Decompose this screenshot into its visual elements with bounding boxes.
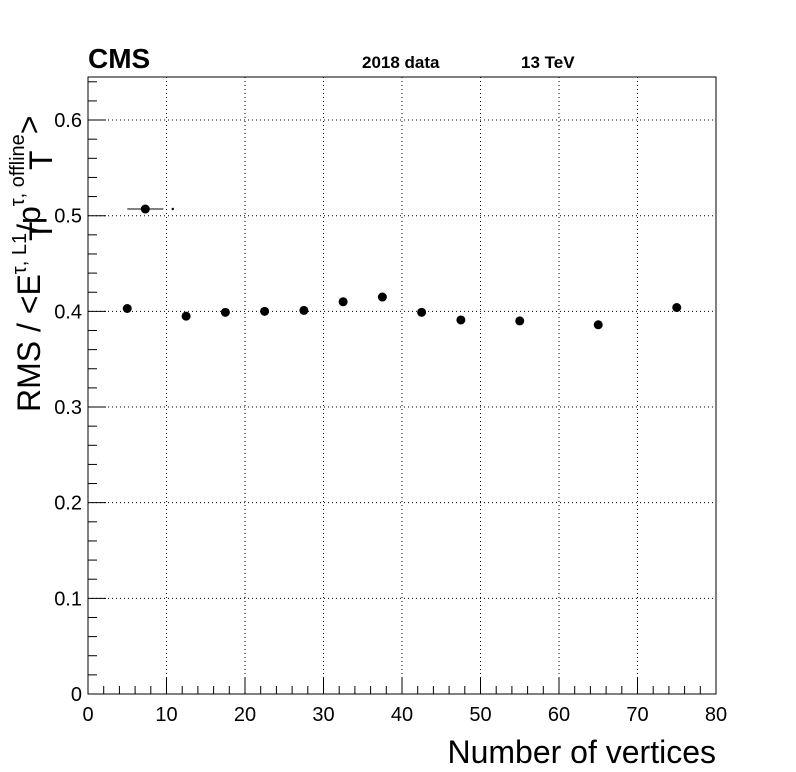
data-point [181,311,191,321]
data-point [377,292,387,302]
data-point [672,303,682,313]
data-point [338,297,348,307]
x-tick-label: 0 [82,704,93,726]
axis-ticks [87,81,717,695]
y-tick-label: 0.6 [54,110,82,132]
dataset-label: 2018 data [362,53,440,72]
y-tick-label: 0.4 [54,301,82,323]
x-tick-label: 10 [155,704,177,726]
y-axis-title: RMS / <Eτ, L1/pτ, offline> T T [7,116,59,412]
svg-text:T: T [23,221,59,241]
data-point [515,316,525,326]
data-point [593,320,603,330]
experiment-label: CMS [88,43,150,74]
annotation-point [140,204,150,214]
data-point [122,303,132,313]
data-points [122,204,682,330]
svg-text:T: T [23,150,59,170]
data-point [417,307,427,317]
y-tick-label: 0 [71,684,82,706]
y-tick-label: 0.5 [54,206,82,228]
data-point [299,305,309,315]
x-axis-title: Number of vertices [447,734,716,770]
x-tick-label: 60 [548,704,570,726]
data-point [456,315,466,325]
y-tick-label: 0.3 [54,397,82,419]
grid-lines [88,77,716,694]
x-tick-label: 40 [391,704,413,726]
data-point [220,307,230,317]
energy-label: 13 TeV [521,53,575,72]
x-tick-label: 80 [705,704,727,726]
data-point [260,306,270,316]
y-tick-label: 0.1 [54,588,82,610]
x-tick-label: 20 [234,704,256,726]
x-tick-label: 70 [626,704,648,726]
annotation-point [171,207,174,211]
y-tick-label: 0.2 [54,493,82,515]
x-tick-label: 50 [469,704,491,726]
svg-text:RMS / <Eτ, L1/pτ, offline>: RMS / <Eτ, L1/pτ, offline> [7,116,47,412]
tick-labels: 0 10 20 30 40 50 60 70 80 0 0.1 0.2 0.3 0.4 0.5 0.6 [54,110,727,726]
x-tick-label: 30 [312,704,334,726]
